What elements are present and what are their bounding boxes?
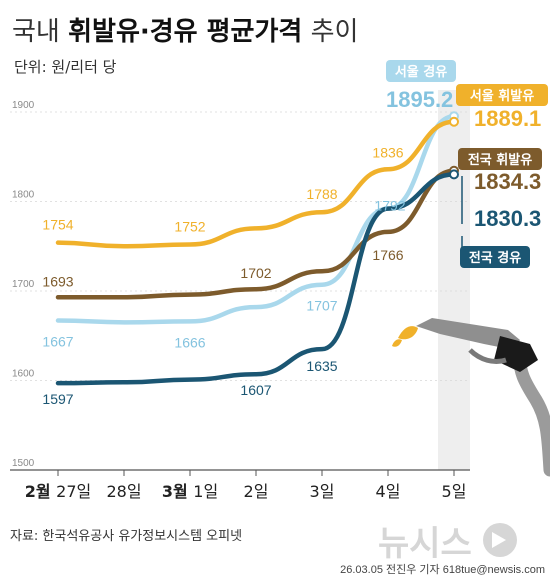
latest-value-label: 1834.3 — [474, 169, 541, 194]
fuel-nozzle-icon — [392, 318, 550, 477]
title-part-2: 휘발유·경유 평균가격 — [68, 17, 302, 47]
latest-value-label: 1830.3 — [474, 206, 541, 231]
data-label: 1754 — [42, 217, 73, 233]
data-label: 1666 — [174, 334, 205, 350]
x-tick-label: 28일 — [106, 482, 141, 501]
unit-label: 단위: 원/리터 당 — [14, 58, 117, 76]
legend-label: 서울 휘발유 — [470, 88, 534, 104]
logo-text: 뉴시스 — [378, 524, 472, 564]
x-tick-label: 2월 27일 — [25, 482, 92, 501]
data-labels: 1754 1752 1788 1836 1693 1702 1766 1667 1666 1707… — [42, 60, 548, 407]
play-icon — [483, 523, 517, 557]
x-tick-label: 5일 — [442, 482, 467, 501]
data-label: 1788 — [306, 186, 337, 202]
series-line — [55, 168, 457, 300]
series-end-point — [449, 169, 459, 180]
legend-pill — [460, 246, 530, 268]
latest-value-label: 1889.1 — [474, 106, 541, 131]
legend-pill — [456, 84, 548, 106]
newsis-logo: 뉴시스 — [378, 523, 517, 564]
data-label: 1702 — [240, 265, 271, 281]
data-label: 1607 — [240, 382, 271, 398]
series-end-point — [449, 116, 459, 127]
series-line — [55, 114, 457, 325]
data-label: 1707 — [306, 298, 337, 314]
data-label: 1693 — [42, 273, 73, 289]
data-label: 1667 — [42, 334, 73, 350]
data-label: 1635 — [306, 358, 337, 374]
data-label: 1792 — [374, 198, 405, 214]
series-line — [55, 119, 457, 249]
y-axis: 1900 1800 1700 1600 1500 — [12, 100, 35, 469]
x-axis: 2월 27일 28일 3월 1일 2일 3일 4일 5일 — [25, 470, 467, 501]
data-label: 1752 — [174, 218, 205, 234]
legend-pill — [386, 60, 456, 82]
data-label: 1597 — [42, 391, 73, 407]
title-part-1: 국내 — [12, 17, 68, 47]
legend-pill — [458, 148, 542, 170]
y-tick-label: 1800 — [12, 190, 35, 201]
data-label: 1766 — [372, 247, 403, 263]
y-tick-label: 1700 — [12, 279, 35, 290]
series-lines — [55, 111, 459, 386]
data-label: 1836 — [372, 144, 403, 160]
legend-label: 전국 경유 — [469, 250, 521, 266]
y-tick-label: 1500 — [12, 458, 35, 469]
latest-value-label: 1895.2 — [386, 87, 453, 112]
y-tick-label: 1900 — [12, 100, 35, 111]
source-text: 자료: 한국석유공사 유가정보시스템 오피넷 — [10, 529, 242, 544]
x-tick-label: 3월 1일 — [162, 482, 218, 501]
chart-title: 국내 휘발유·경유 평균가격 추이 — [12, 17, 358, 47]
x-tick-label: 4일 — [376, 482, 401, 501]
x-tick-label: 2일 — [244, 482, 269, 501]
credit-text: 26.03.05 전진우 기자 618tue@newsis.com — [340, 563, 545, 576]
x-tick-label: 3일 — [310, 482, 335, 501]
latest-day-highlight — [438, 90, 470, 470]
y-tick-label: 1600 — [12, 369, 35, 380]
title-part-3: 추이 — [302, 17, 358, 47]
legend-label: 서울 경유 — [395, 64, 447, 80]
series-line — [55, 172, 457, 386]
legend-label: 전국 휘발유 — [468, 152, 532, 168]
